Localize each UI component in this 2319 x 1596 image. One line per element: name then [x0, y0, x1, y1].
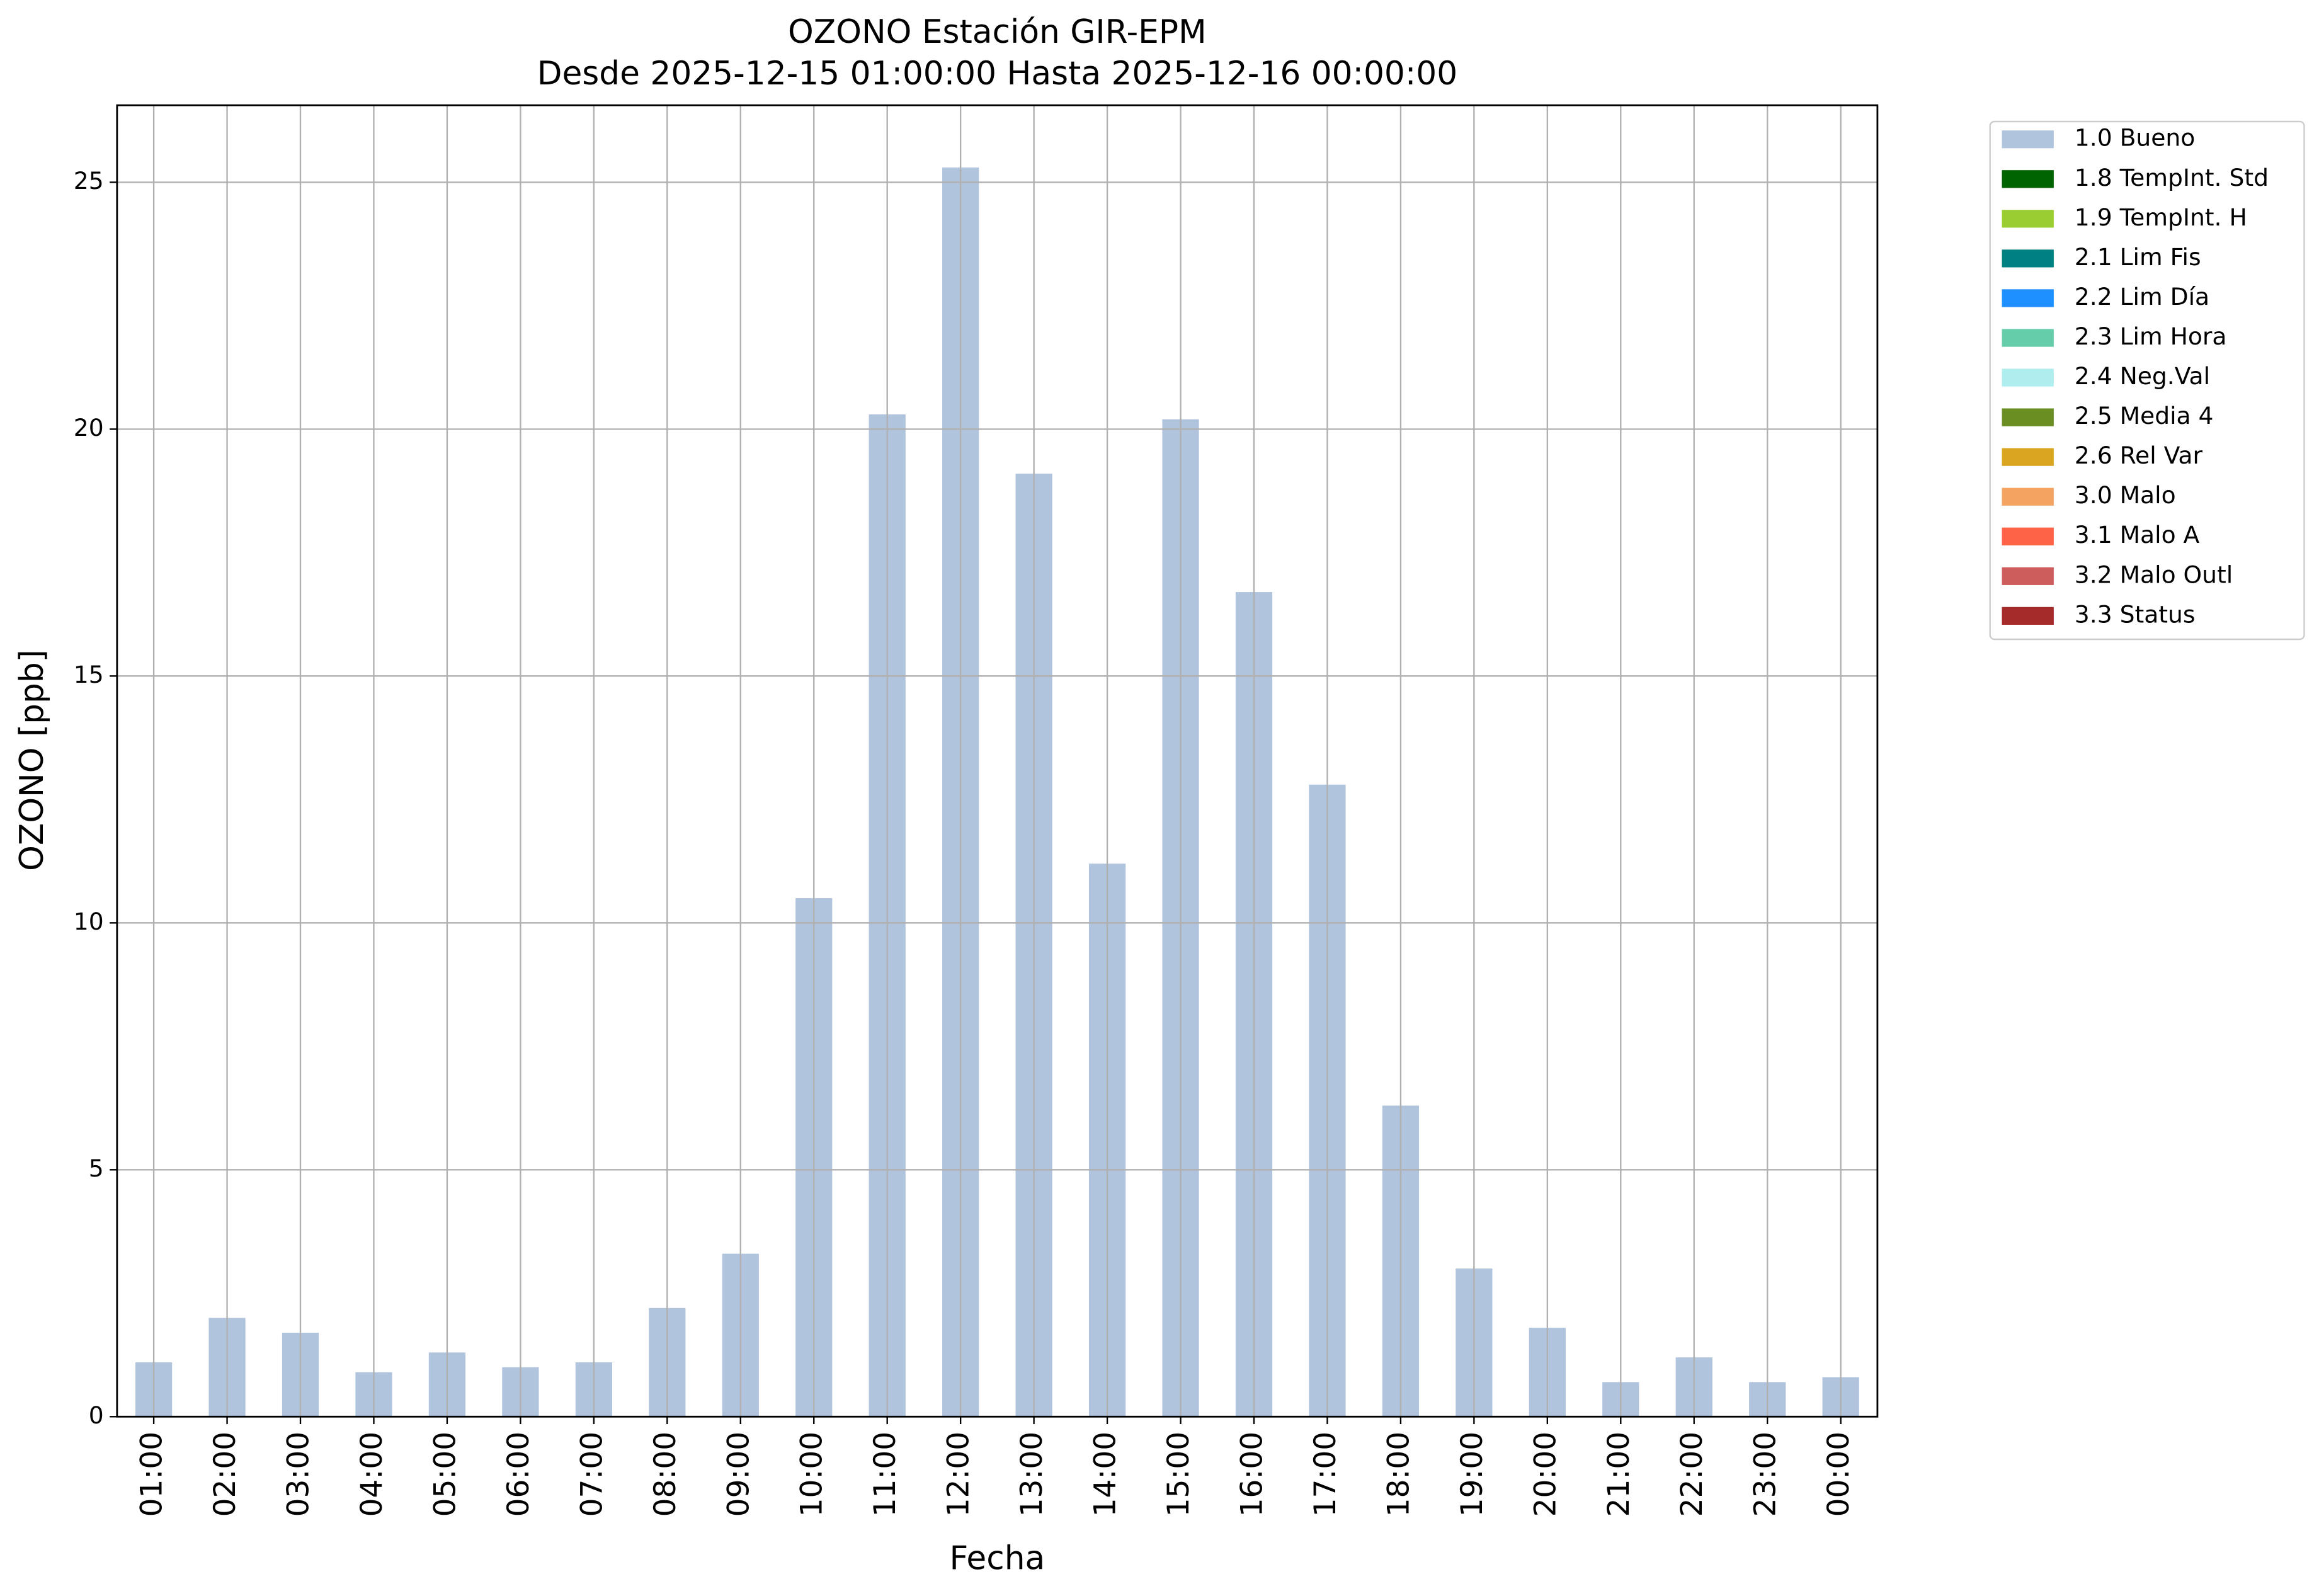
legend-swatch	[2002, 249, 2054, 268]
x-tick-label: 14:00	[1088, 1432, 1123, 1517]
legend-label: 1.9 TempInt. H	[2075, 203, 2247, 231]
y-tick-label: 5	[89, 1154, 104, 1182]
x-tick-label: 02:00	[208, 1432, 242, 1517]
legend-swatch	[2002, 607, 2054, 625]
legend-label: 2.6 Rel Var	[2075, 442, 2203, 469]
y-axis-label: OZONO [ppb]	[13, 649, 51, 871]
legend-swatch	[2002, 448, 2054, 466]
x-tick-label: 10:00	[795, 1432, 829, 1517]
x-tick-label: 15:00	[1161, 1432, 1196, 1517]
legend-label: 3.1 Malo A	[2075, 521, 2200, 549]
chart-subtitle: Desde 2025-12-15 01:00:00 Hasta 2025-12-…	[537, 55, 1458, 93]
legend-swatch	[2002, 567, 2054, 585]
legend-swatch	[2002, 170, 2054, 188]
x-axis-label: Fecha	[950, 1539, 1046, 1577]
legend-box	[1989, 120, 2305, 641]
x-tick-label: 08:00	[648, 1432, 683, 1517]
x-tick-label: 09:00	[721, 1432, 756, 1517]
legend-label: 3.2 Malo Outl	[2075, 561, 2233, 588]
x-tick-label: 13:00	[1015, 1432, 1049, 1517]
legend-swatch	[2002, 210, 2054, 228]
x-tick-label: 22:00	[1675, 1432, 1709, 1517]
x-tick-label: 06:00	[501, 1432, 536, 1517]
x-tick-label: 17:00	[1308, 1432, 1343, 1517]
y-tick-label: 20	[74, 414, 104, 442]
x-tick-label: 00:00	[1821, 1432, 1856, 1517]
legend-label: 3.3 Status	[2075, 600, 2196, 628]
y-tick-label: 10	[74, 908, 104, 935]
legend-label: 2.1 Lim Fis	[2075, 243, 2201, 271]
x-tick-label: 23:00	[1748, 1432, 1783, 1517]
x-tick-label: 20:00	[1528, 1432, 1563, 1517]
x-tick-label: 19:00	[1455, 1432, 1490, 1517]
x-tick-label: 16:00	[1234, 1432, 1269, 1517]
x-tick-label: 01:00	[135, 1432, 169, 1517]
y-tick-label: 15	[74, 661, 104, 688]
x-tick-label: 05:00	[428, 1432, 462, 1517]
legend-label: 2.2 Lim Día	[2075, 283, 2209, 311]
x-tick-label: 12:00	[942, 1432, 976, 1517]
chart-title: OZONO Estación GIR-EPM	[788, 13, 1207, 51]
legend-label: 3.0 Malo	[2075, 481, 2176, 509]
legend-swatch	[2002, 329, 2054, 347]
x-tick-label: 21:00	[1602, 1432, 1636, 1517]
legend-swatch	[2002, 408, 2054, 426]
legend-swatch	[2002, 487, 2054, 506]
plot-frame	[116, 104, 1879, 1418]
y-tick-label: 0	[89, 1401, 104, 1429]
x-tick-label: 04:00	[355, 1432, 389, 1517]
legend-label: 2.3 Lim Hora	[2075, 322, 2227, 350]
y-tick-label: 25	[74, 167, 104, 195]
legend-label: 2.4 Neg.Val	[2075, 362, 2210, 390]
legend-swatch	[2002, 368, 2054, 387]
legend-label: 1.8 TempInt. Std	[2075, 164, 2269, 191]
x-tick-label: 18:00	[1381, 1432, 1416, 1517]
legend-swatch	[2002, 289, 2054, 307]
legend-label: 2.5 Media 4	[2075, 402, 2214, 430]
x-tick-label: 11:00	[868, 1432, 903, 1517]
x-tick-label: 07:00	[574, 1432, 609, 1517]
legend-swatch	[2002, 130, 2054, 149]
legend-label: 1.0 Bueno	[2075, 124, 2195, 152]
x-tick-label: 03:00	[282, 1432, 316, 1517]
legend-swatch	[2002, 527, 2054, 545]
